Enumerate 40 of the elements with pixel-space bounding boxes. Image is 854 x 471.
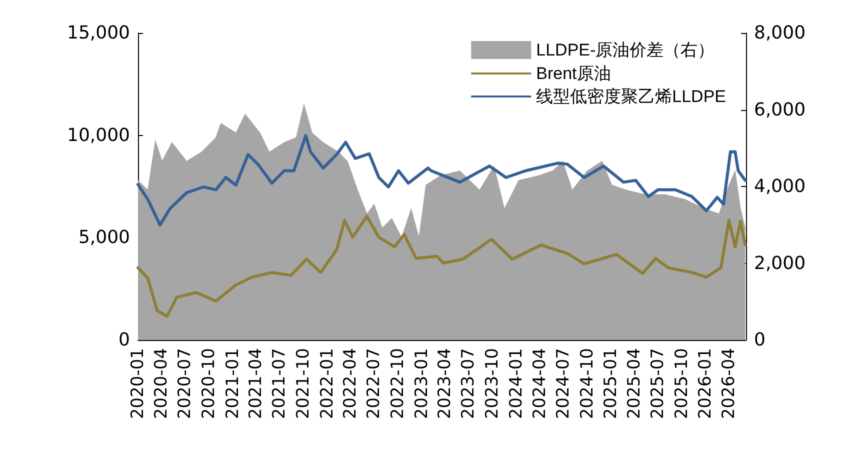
x-tick-label: 2024-07 [553,348,574,420]
x-tick-label: 2025-04 [624,348,644,420]
x-tick-label: 2022-10 [388,348,408,420]
x-tick-label: 2022-01 [317,348,338,420]
x-tick-label: 2023-01 [412,348,432,420]
y-tick-label: 0 [118,330,130,350]
y2-tick-label: 0 [754,330,766,350]
x-tick-label: 2023-10 [482,348,502,420]
x-tick-label: 2025-10 [672,348,692,420]
x-tick-label: 2021-04 [246,348,266,420]
x-tick-label: 2021-01 [222,348,243,420]
x-tick-label: 2024-10 [577,348,598,420]
x-tick-label: 2026-01 [696,348,716,420]
legend-label: 线型低密度聚乙烯LLDPE [536,87,726,106]
y2-tick-label: 4,000 [754,176,806,197]
x-tick-label: 2025-01 [601,348,622,420]
y-tick-label: 10,000 [67,124,130,146]
y-tick-label: 15,000 [67,22,130,44]
x-tick-label: 2023-04 [435,348,456,420]
x-tick-label: 2020-01 [128,348,148,420]
y-tick-label: 5,000 [78,227,130,248]
y2-tick-label: 6,000 [754,99,806,120]
x-tick-label: 2022-04 [340,348,361,420]
x-tick-label: 2020-10 [198,348,219,420]
legend-label: LLDPE-原油价差（右） [536,40,715,60]
x-tick-label: 2020-07 [175,348,196,420]
x-tick-label: 2021-07 [270,348,290,420]
x-tick-label: 2020-04 [152,348,172,420]
x-tick-label: 2024-04 [530,348,550,420]
y2-tick-label: 8,000 [754,22,806,44]
line-series [136,214,747,318]
x-tick-label: 2025-07 [648,348,668,420]
x-tick-label: 2021-10 [293,348,314,420]
x-tick-label: 2024-01 [506,348,526,420]
x-tick-label: 2023-07 [458,348,479,420]
line-series [136,134,747,226]
x-tick-label: 2022-07 [364,348,384,420]
x-tick-label: 2026-04 [718,348,739,420]
y2-tick-label: 2,000 [754,252,806,274]
legend-label: Brent原油 [536,64,611,83]
